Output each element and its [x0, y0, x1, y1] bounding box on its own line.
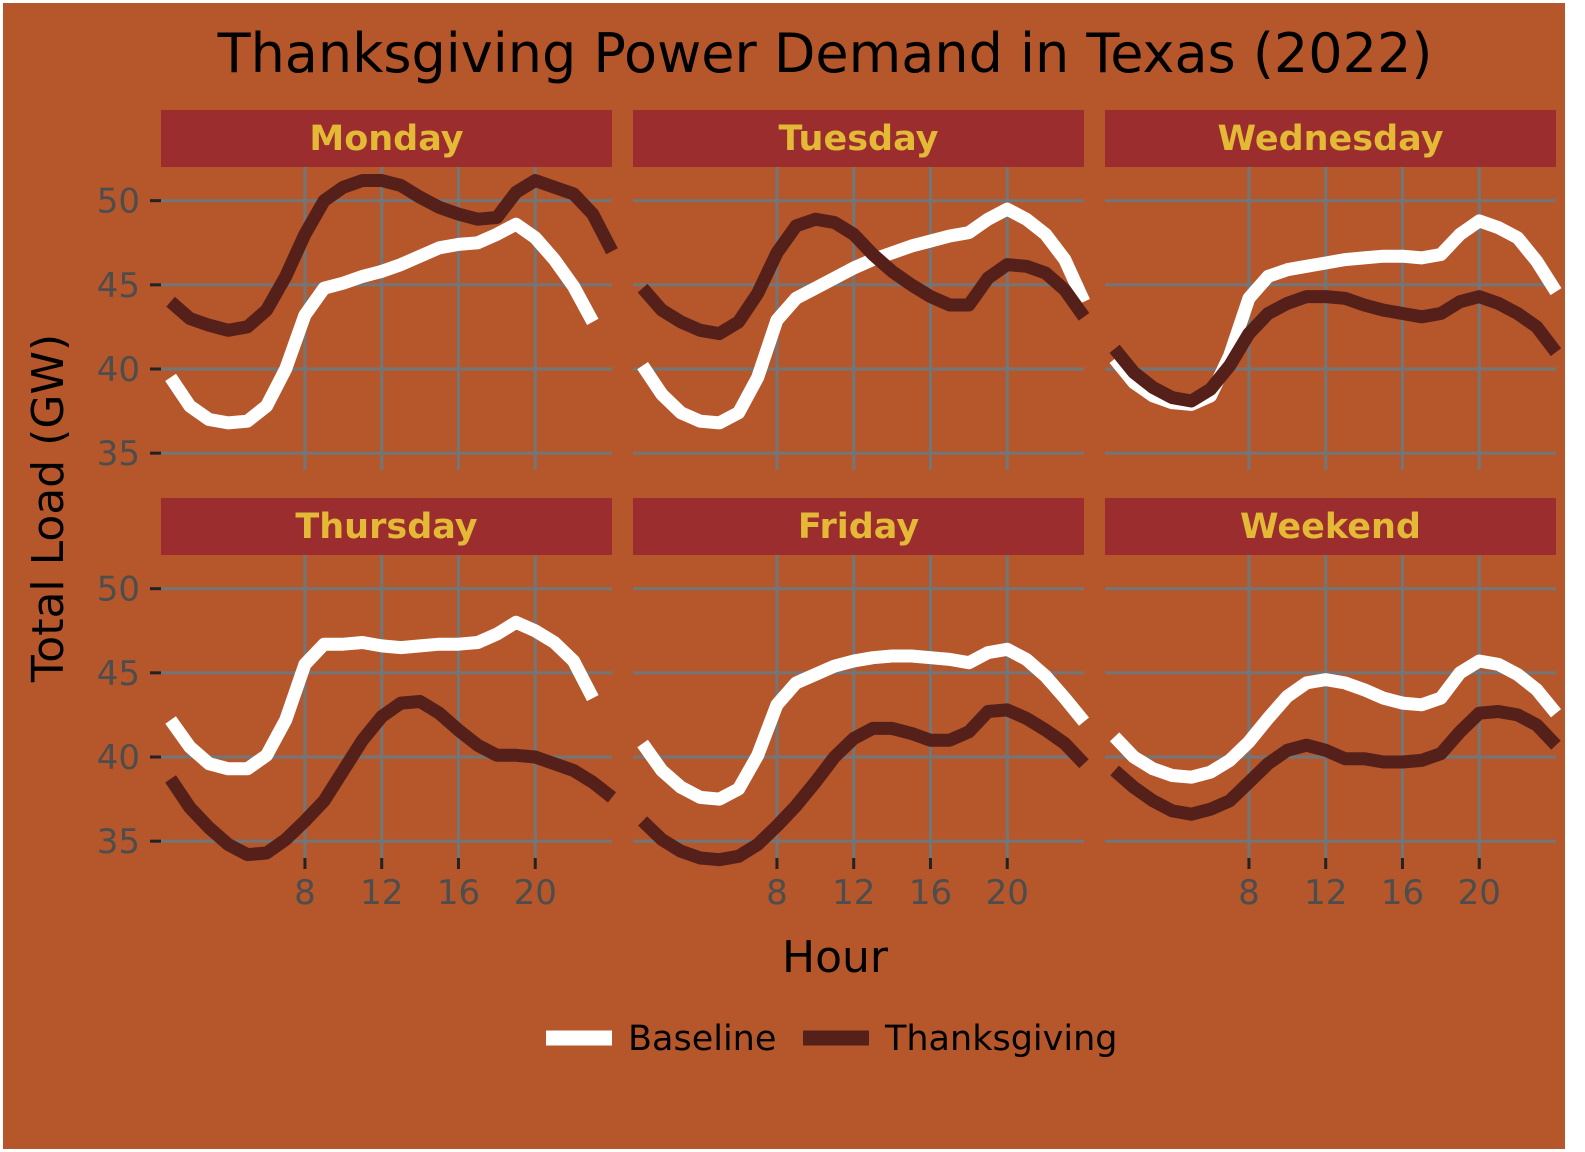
facet-strip	[633, 498, 1084, 555]
facet-strip-label: Weekend	[1240, 507, 1421, 547]
series-line-baseline	[637, 202, 1090, 430]
x-tick-label: 12	[360, 873, 403, 913]
x-tick-label: 8	[766, 873, 788, 913]
y-tick-label: 50	[97, 570, 140, 610]
x-tick-label: 16	[909, 873, 952, 913]
y-tick-label: 50	[97, 182, 140, 222]
y-tick-label: 40	[97, 738, 140, 778]
chart-title: Thanksgiving Power Demand in Texas (2022…	[217, 22, 1433, 85]
x-tick-label: 16	[1381, 873, 1424, 913]
x-tick-label: 20	[1458, 873, 1501, 913]
y-tick-label: 35	[97, 822, 140, 862]
facet-monday: Monday 35 40 45 50	[97, 110, 618, 474]
x-tick-label: 8	[294, 873, 316, 913]
series-line-thanksgiving	[165, 695, 617, 862]
facet-strip-label: Thursday	[295, 507, 477, 547]
y-tick-label: 40	[97, 350, 140, 390]
facet-thursday: Thursday 35 40 45 50 8 12 16 20	[97, 498, 617, 913]
y-tick-label: 45	[97, 266, 140, 306]
series-line-thanksgiving	[1109, 290, 1562, 408]
legend-label-baseline: Baseline	[628, 1019, 776, 1059]
series-line-baseline	[637, 642, 1090, 806]
facet-friday: Friday 8 12 16 20	[633, 498, 1090, 913]
x-axis-title: Hour	[782, 932, 889, 983]
y-tick-label: 35	[97, 434, 140, 474]
facet-panels: Monday 35 40 45 50 Tuesday Wednesday Thursday 35…	[97, 110, 1562, 913]
series-line-thanksgiving	[166, 174, 618, 337]
series-line-baseline	[1109, 654, 1562, 784]
y-tick-label: 45	[97, 654, 140, 694]
facet-strip	[161, 110, 612, 167]
x-tick-label: 20	[514, 873, 557, 913]
facet-strip	[633, 110, 1084, 167]
facet-wednesday: Wednesday	[1105, 110, 1562, 470]
x-tick-label: 12	[832, 873, 875, 913]
series-line-thanksgiving	[1110, 705, 1561, 821]
facet-strip-label: Friday	[798, 507, 920, 547]
y-axis-title: Total Load (GW)	[23, 334, 74, 683]
x-tick-label: 20	[986, 873, 1029, 913]
series-line-thanksgiving	[638, 703, 1089, 867]
chart-background	[3, 3, 1565, 1149]
legend: Baseline Thanksgiving	[546, 1019, 1117, 1059]
facet-strip-label: Monday	[309, 119, 463, 159]
x-tick-label: 16	[437, 873, 480, 913]
series-line-baseline	[165, 217, 599, 430]
series-line-baseline	[165, 615, 599, 776]
facet-strip	[1105, 110, 1556, 167]
series-line-thanksgiving	[637, 212, 1090, 341]
facet-weekend: Weekend 8 12 16 20	[1105, 498, 1562, 913]
facet-strip-label: Tuesday	[779, 119, 939, 159]
facet-tuesday: Tuesday	[633, 110, 1090, 470]
x-tick-label: 12	[1304, 873, 1347, 913]
facet-strip	[161, 498, 612, 555]
legend-label-thanksgiving: Thanksgiving	[884, 1019, 1117, 1059]
facet-strip	[1105, 498, 1556, 555]
facet-strip-label: Wednesday	[1217, 119, 1443, 159]
x-tick-label: 8	[1238, 873, 1260, 913]
